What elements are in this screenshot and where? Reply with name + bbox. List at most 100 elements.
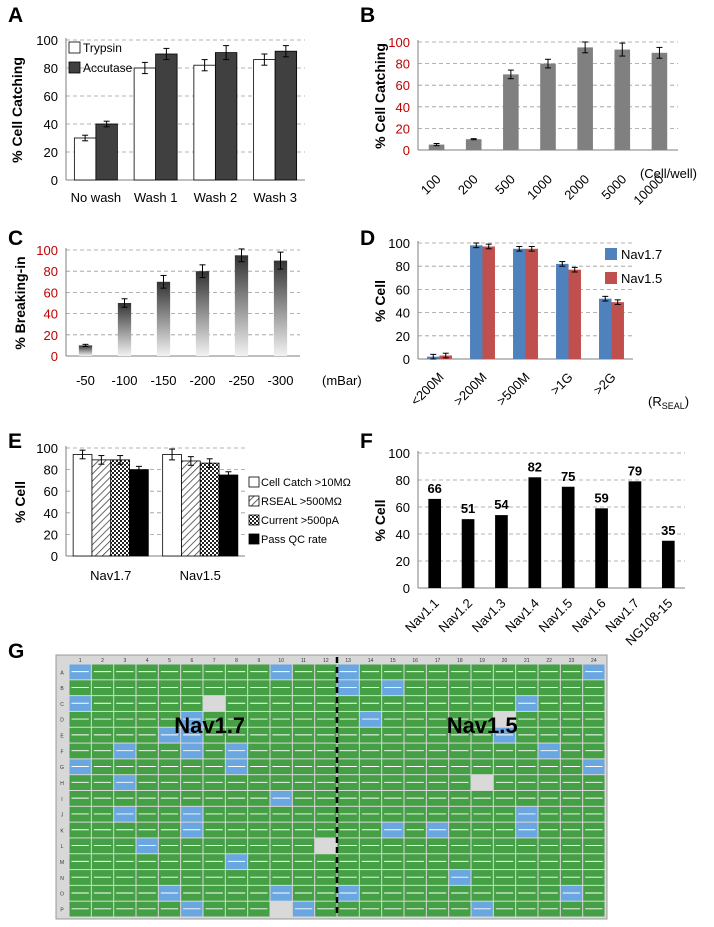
plate-column-label: 12	[323, 658, 329, 664]
plate-left-label: Nav1.7	[174, 713, 245, 738]
unit-label: (mBar)	[322, 373, 362, 388]
unit-subscript: SEAL	[662, 401, 685, 411]
plate-column-label: 2	[101, 658, 104, 664]
plate-column-label: 11	[301, 658, 306, 664]
y-tick-label: 60	[396, 78, 410, 93]
x-tick-label: Nav1.4	[502, 596, 542, 636]
panel-label-a: A	[8, 4, 23, 27]
legend-label: Trypsin	[83, 41, 122, 55]
plate-column-label: 8	[235, 658, 238, 664]
x-tick-label: Nav1.5	[536, 596, 576, 636]
plate-column-label: 7	[213, 658, 216, 664]
plate-column-label: 17	[435, 658, 441, 664]
bar	[628, 481, 642, 588]
bar	[614, 49, 631, 151]
panel-label-f: F	[360, 430, 373, 453]
plate-column-label: 14	[368, 658, 374, 664]
chart-d: 0 20 40 60 80 100 % Cell <200M >200M >500M >1G >2G N…	[372, 236, 689, 411]
data-label: 59	[594, 490, 608, 505]
y-axis-title: % Cell Catching	[9, 57, 25, 163]
bar	[595, 508, 608, 588]
y-tick-label: 60	[44, 89, 58, 104]
x-tick-label: >200M	[451, 370, 490, 409]
y-tick-label: 80	[396, 473, 410, 488]
x-tick-label: -300	[267, 373, 293, 388]
bar	[273, 260, 288, 356]
bar	[162, 454, 182, 557]
legend-swatch	[68, 41, 81, 54]
legend-swatch	[248, 476, 260, 488]
y-tick-label: 100	[36, 33, 58, 48]
x-tick-label: Nav1.1	[402, 596, 442, 636]
bar	[133, 67, 157, 181]
y-axis-title: % Cell	[372, 280, 388, 322]
plate-column-label: 9	[257, 658, 260, 664]
bar	[72, 454, 93, 557]
bar	[599, 298, 612, 359]
plate-row-label: I	[61, 797, 62, 803]
data-label: 75	[561, 469, 575, 484]
bar	[495, 515, 508, 588]
y-tick-label: 40	[396, 527, 410, 542]
bar	[661, 540, 675, 588]
plate-grid: 1 2 3 4 5 6 7 8 9 10 11 12 13 14 15 16 17 18 19 20 21 22 23 24A…	[55, 654, 608, 920]
plate-row-label: A	[60, 670, 64, 676]
bar	[568, 269, 581, 359]
x-tick-label: Nav1.7	[90, 568, 131, 583]
unit-label: (Cell/well)	[640, 166, 697, 181]
x-tick-label: -150	[150, 373, 176, 388]
legend-label: Accutase	[83, 61, 133, 75]
bar	[73, 137, 97, 181]
y-tick-label: 0	[403, 143, 410, 158]
chart-c: 0 20 40 60 80 100 % Breaking-in -50 -100 -150 -200…	[12, 243, 362, 388]
y-tick-label: 0	[403, 581, 410, 596]
legend-swatch	[248, 495, 260, 507]
plate-column-label: 22	[546, 658, 552, 664]
x-tick-label: >1G	[547, 370, 575, 398]
y-tick-label: 0	[51, 349, 58, 364]
y-tick-label: 60	[44, 484, 58, 499]
bar	[110, 459, 130, 557]
plate-column-label: 13	[345, 658, 351, 664]
bar	[465, 139, 482, 150]
data-label: 82	[528, 459, 542, 474]
bar	[156, 281, 171, 356]
y-axis-title: % Cell	[12, 481, 28, 523]
unit-close: )	[685, 394, 689, 409]
data-label: 66	[427, 481, 441, 496]
data-label: 79	[628, 463, 642, 478]
plate-row-label: K	[60, 828, 64, 834]
bar	[91, 459, 112, 557]
y-tick-label: 100	[36, 243, 58, 258]
bar	[651, 52, 668, 150]
bar	[525, 248, 538, 359]
chart-e: 0 20 40 60 80 100 % Cell Nav1.7 Nav1.5 Cell Catch…	[12, 441, 351, 583]
bar	[129, 469, 149, 557]
y-tick-label: 0	[51, 549, 58, 564]
unit-open: (R	[648, 394, 662, 409]
x-tick-label: No wash	[71, 190, 122, 205]
bar	[95, 123, 118, 181]
data-label: 51	[461, 501, 475, 516]
plate-column-label: 4	[146, 658, 149, 664]
bar	[461, 519, 475, 588]
plate-row-label: M	[60, 860, 64, 866]
bar	[540, 63, 556, 150]
x-tick-label: 1000	[524, 172, 555, 203]
plate-column-label: 19	[479, 658, 485, 664]
y-tick-label: 100	[388, 35, 410, 50]
plate-row-label: C	[60, 702, 64, 708]
chart-a: 0 20 40 60 80 100 % Cell Catching No wash Wash 1…	[9, 33, 305, 205]
plate-column-label: 3	[123, 658, 126, 664]
bar	[195, 271, 210, 356]
legend-swatch	[605, 248, 617, 260]
x-tick-label: <200M	[408, 370, 447, 409]
y-tick-label: 20	[44, 328, 58, 343]
x-tick-label: -100	[111, 373, 137, 388]
y-tick-label: 20	[396, 121, 410, 136]
chart-f: 0 20 40 60 80 100 % Cell 66 51 54 82 75 59 79 35 Nav1.1…	[372, 446, 685, 649]
x-tick-label: Nav1.3	[469, 596, 509, 636]
bar	[556, 263, 569, 359]
legend-swatch	[68, 61, 81, 74]
